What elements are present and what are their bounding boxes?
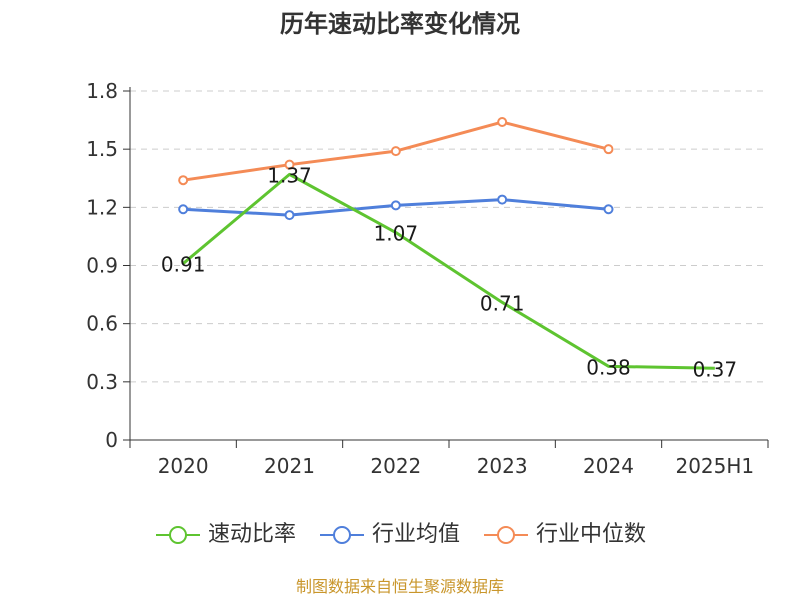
chart-title: 历年速动比率变化情况 bbox=[280, 10, 520, 38]
data-point[interactable] bbox=[603, 144, 614, 155]
data-label: 0.71 bbox=[480, 291, 525, 315]
data-labels: 0.91 1.37 1.07 0.71 0.38 0.37 bbox=[161, 163, 737, 381]
legend-line-marker-icon bbox=[319, 526, 364, 544]
y-tick-label: 0.6 bbox=[86, 312, 118, 336]
y-tick-label: 0 bbox=[105, 428, 118, 452]
legend-label: 速动比率 bbox=[207, 522, 296, 547]
legend-item-industry-mean[interactable]: 行业均值 bbox=[318, 520, 460, 550]
data-point[interactable] bbox=[603, 204, 614, 215]
data-label: 0.91 bbox=[161, 253, 206, 277]
data-label: 1.37 bbox=[267, 163, 312, 187]
data-label: 1.07 bbox=[374, 222, 419, 246]
legend-item-industry-median[interactable]: 行业中位数 bbox=[482, 520, 646, 550]
source-note: 制图数据来自恒生聚源数据库 bbox=[295, 577, 504, 596]
series-lines bbox=[178, 117, 715, 370]
legend-label: 行业均值 bbox=[371, 522, 460, 547]
x-tick-label: 2025H1 bbox=[675, 454, 754, 478]
data-point[interactable] bbox=[390, 200, 401, 211]
legend-line-marker-icon bbox=[484, 526, 528, 544]
x-tick-label: 2022 bbox=[370, 454, 421, 478]
data-label: 0.38 bbox=[586, 355, 631, 379]
data-label: 0.37 bbox=[693, 357, 738, 381]
y-tick-label: 0.9 bbox=[86, 254, 118, 278]
series-line bbox=[182, 172, 715, 370]
x-tick-label: 2024 bbox=[583, 454, 634, 478]
y-tick-label: 1.2 bbox=[86, 195, 118, 219]
data-point[interactable] bbox=[390, 146, 401, 157]
legend-label: 行业中位数 bbox=[536, 522, 647, 547]
x-tick-label: 2021 bbox=[264, 454, 315, 478]
axes: 0 0.3 0.6 0.9 1.2 1.5 1.8 2020 2021 2022 2023 2024 2… bbox=[86, 79, 769, 478]
y-tick-label: 0.3 bbox=[86, 370, 118, 394]
data-point[interactable] bbox=[284, 159, 295, 170]
x-tick-label: 2020 bbox=[158, 454, 209, 478]
y-tick-label: 1.8 bbox=[86, 79, 118, 103]
legend-line-marker-icon bbox=[155, 526, 200, 544]
legend-item-quick-ratio[interactable]: 速动比率 bbox=[154, 520, 296, 550]
grid-lines bbox=[130, 90, 768, 383]
data-point[interactable] bbox=[178, 204, 189, 215]
x-tick-label: 2023 bbox=[477, 454, 528, 478]
data-point[interactable] bbox=[284, 210, 295, 221]
legend: 速动比率 行业均值 行业中位数 bbox=[0, 520, 800, 550]
y-tick-label: 1.5 bbox=[86, 137, 118, 161]
data-point[interactable] bbox=[497, 194, 508, 205]
data-point[interactable] bbox=[178, 175, 189, 186]
data-point[interactable] bbox=[497, 117, 508, 128]
